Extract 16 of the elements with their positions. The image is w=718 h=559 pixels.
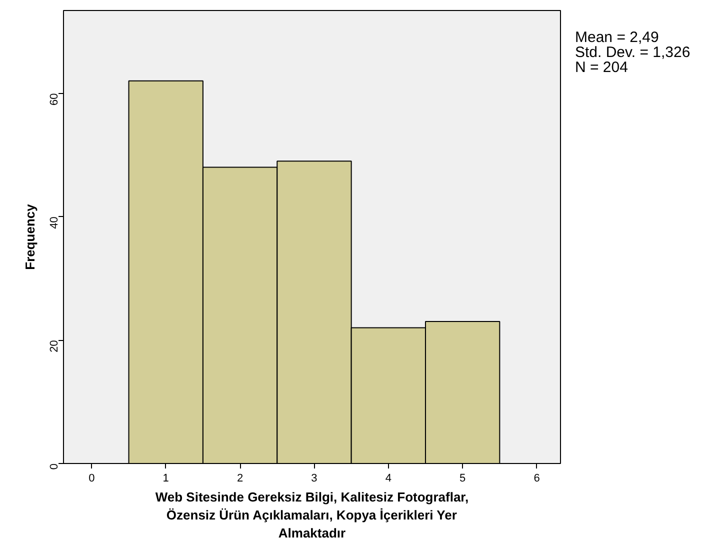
x-tick-label: 2	[236, 472, 244, 484]
x-tick-label: 3	[311, 472, 318, 484]
y-tick-label: 0	[48, 463, 60, 470]
x-axis-title: Web Sitesinde Gereksiz Bilgi, Kalitesiz Fotograflar, Özensiz Ürün Açıklamaları, Kopya İçerikleri Yer Almaktadır	[155, 490, 469, 540]
text: Mean = 2,49	[575, 29, 660, 46]
y-tick-label: 20	[48, 340, 60, 352]
x-tick-label: 6	[534, 472, 540, 484]
y-axis-title: Frequency	[22, 203, 38, 270]
y-tick-label: 40	[48, 216, 60, 229]
x-tick-label: 4	[385, 472, 392, 484]
y-tick-label: 60	[48, 93, 60, 106]
x-tick-label: 5	[460, 472, 466, 484]
x-tick-label: 0	[88, 472, 95, 484]
x-tick-label: 1	[162, 472, 169, 484]
text: Std. Dev. = 1,326	[575, 44, 690, 61]
text: N = 204	[575, 59, 629, 76]
